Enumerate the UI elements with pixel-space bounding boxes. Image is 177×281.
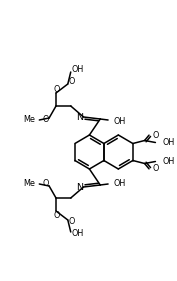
Text: O: O <box>42 115 48 124</box>
Text: OH: OH <box>162 157 175 166</box>
Text: Me: Me <box>24 180 35 189</box>
Text: O: O <box>54 85 60 94</box>
Text: O: O <box>42 180 48 189</box>
Text: OH: OH <box>114 178 126 187</box>
Text: OH: OH <box>72 65 84 74</box>
Text: N: N <box>76 182 83 191</box>
Text: OH: OH <box>72 230 84 239</box>
Text: O: O <box>54 210 60 219</box>
Text: Me: Me <box>24 115 35 124</box>
Text: O: O <box>153 131 159 140</box>
Text: O: O <box>68 217 75 226</box>
Text: OH: OH <box>162 138 175 147</box>
Text: OH: OH <box>114 117 126 126</box>
Text: N: N <box>76 112 83 121</box>
Text: O: O <box>153 164 159 173</box>
Text: O: O <box>68 78 75 87</box>
